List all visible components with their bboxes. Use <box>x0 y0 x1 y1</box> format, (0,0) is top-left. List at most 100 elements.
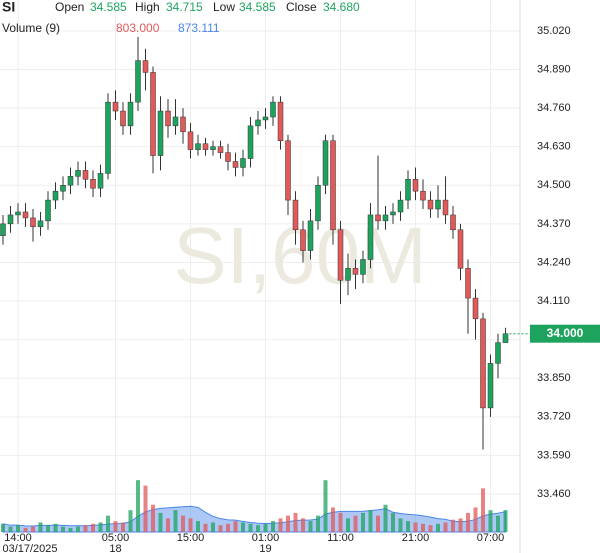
candle-body <box>172 116 179 127</box>
candle-body <box>285 140 291 201</box>
candle-body <box>412 179 419 192</box>
watermark: SI,60M <box>173 211 426 300</box>
volume-bar <box>353 515 358 532</box>
candle-body <box>22 211 29 219</box>
candle-body <box>487 363 494 409</box>
candle-body <box>180 116 186 133</box>
volume-bar <box>121 522 125 532</box>
candle-body <box>157 110 164 156</box>
volume-bar <box>226 523 230 532</box>
x-tick-label: 05:00 <box>102 532 130 544</box>
candle-body <box>247 125 254 159</box>
candle-body <box>52 190 59 201</box>
volume-bar <box>308 521 313 532</box>
x-date-label: 18 <box>109 543 121 553</box>
y-tick-label: 34.630 <box>537 141 571 153</box>
volume-bar <box>451 519 455 532</box>
volume-bar <box>436 523 440 532</box>
candle-body <box>202 143 209 150</box>
volume-bar <box>271 521 275 532</box>
candle-body <box>360 259 366 275</box>
y-tick-label: 34.110 <box>537 295 570 307</box>
candle-body <box>90 179 96 189</box>
volume-bar <box>338 512 343 532</box>
volume-bar <box>443 522 448 532</box>
candle-body <box>405 179 411 201</box>
candle-body <box>97 173 104 189</box>
candle-body <box>472 297 479 320</box>
volume-bar <box>286 515 290 532</box>
candle-body <box>82 170 89 180</box>
candle-body <box>187 131 194 150</box>
x-tick-label: 01:00 <box>252 532 280 544</box>
volume-bar <box>248 523 253 532</box>
volume-bar <box>203 523 208 532</box>
candle-body <box>465 268 471 299</box>
volume-ma-value: 873.111 <box>178 21 220 35</box>
volume-bar <box>233 521 238 532</box>
volume-bar <box>398 518 403 532</box>
candle-body <box>502 333 509 343</box>
volume-bar <box>91 523 95 532</box>
candle-body <box>435 199 441 210</box>
candle-body <box>397 199 404 213</box>
y-tick-label: 34.370 <box>537 218 571 230</box>
volume-bar <box>406 521 410 532</box>
y-tick-label: 33.720 <box>537 411 571 423</box>
volume-bar <box>376 515 380 532</box>
volume-bar <box>38 522 43 532</box>
candle-body <box>300 229 306 251</box>
candle-body <box>30 217 36 228</box>
volume-bar <box>316 515 320 532</box>
candle-body <box>142 60 149 73</box>
candle-body <box>225 152 231 162</box>
volume-bar <box>83 525 88 532</box>
last-price-label: 34.000 <box>547 326 584 340</box>
volume-bar <box>196 521 200 532</box>
open-value: 34.585 <box>90 0 127 14</box>
volume-bar <box>31 526 35 532</box>
volume-bar <box>323 480 328 532</box>
volume-bar <box>263 523 268 532</box>
y-tick-label: 35.020 <box>537 25 571 37</box>
volume-bar <box>413 522 418 532</box>
x-tick-label: 11:00 <box>327 532 354 544</box>
candle-body <box>165 110 171 127</box>
candle-body <box>262 116 269 121</box>
candle-body <box>495 342 501 364</box>
volume-bar <box>503 510 508 532</box>
candle-body <box>127 101 134 127</box>
candle-body <box>322 140 329 186</box>
candle-body <box>232 161 239 168</box>
volume-bar <box>158 512 163 532</box>
volume-bar <box>361 512 365 532</box>
volume-bar <box>68 527 73 532</box>
volume-bar <box>23 527 28 532</box>
candle-body <box>307 220 314 251</box>
candle-body <box>345 268 351 281</box>
candle-body <box>367 214 374 260</box>
volume-bar <box>241 522 245 532</box>
volume-value: 803.000 <box>116 21 160 35</box>
candle-body <box>37 220 44 228</box>
volume-bar <box>173 510 178 532</box>
close-label: Close <box>286 0 317 14</box>
candle-body <box>15 211 21 216</box>
volume-bar <box>481 488 485 532</box>
candle-body <box>112 101 119 112</box>
volume-bar <box>61 526 65 532</box>
x-tick-label: 14:00 <box>4 532 32 544</box>
volume-bar <box>293 512 298 532</box>
candle-body <box>292 199 299 231</box>
candle-body <box>67 176 74 186</box>
candle-body <box>75 170 81 177</box>
high-label: High <box>135 0 160 14</box>
y-tick-label: 33.850 <box>537 372 571 384</box>
candle-body <box>105 101 111 174</box>
volume-bar <box>278 518 283 532</box>
volume-bar <box>46 525 50 532</box>
volume-bar <box>458 518 463 532</box>
volume-label: Volume (9) <box>2 21 60 35</box>
volume-bar <box>466 512 470 532</box>
